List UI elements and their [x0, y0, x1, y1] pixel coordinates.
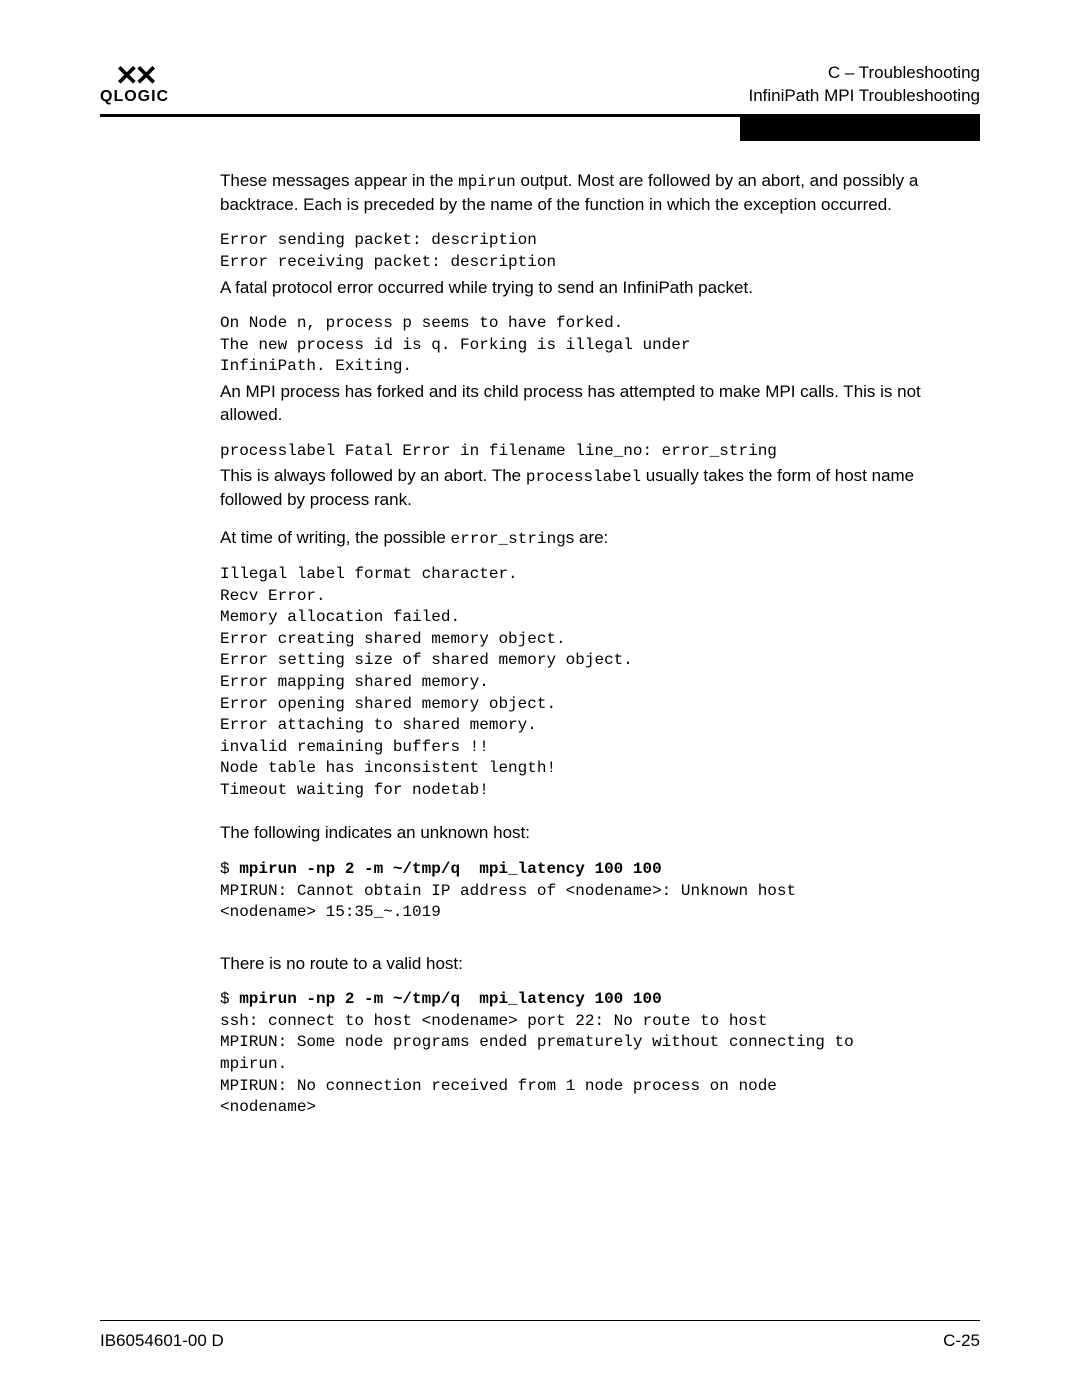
footer-left: IB6054601-00 D [100, 1331, 224, 1351]
header-line1: C – Troubleshooting [748, 62, 980, 85]
logo-mark-icon: ✕✕ [115, 62, 154, 90]
unknown-host-prompt: $ [220, 860, 239, 878]
footer-right: C-25 [943, 1331, 980, 1351]
errstrings-intro-a: At time of writing, the possible [220, 528, 451, 547]
unknown-host-output: MPIRUN: Cannot obtain IP address of <nod… [220, 881, 980, 924]
errstrings-list: Illegal label format character. Recv Err… [220, 564, 980, 802]
no-route-prompt: $ [220, 990, 239, 1008]
block3-desc-a: This is always followed by an abort. The [220, 466, 526, 485]
errstrings-intro: At time of writing, the possible error_s… [220, 526, 980, 550]
block2-desc: An MPI process has forked and its child … [220, 380, 980, 427]
intro-a: These messages appear in the [220, 171, 458, 190]
block3-desc: This is always followed by an abort. The… [220, 464, 980, 512]
no-route-cmd-line: $ mpirun -np 2 -m ~/tmp/q mpi_latency 10… [220, 989, 980, 1011]
no-route-intro: There is no route to a valid host: [220, 952, 980, 975]
block1-desc: A fatal protocol error occurred while tr… [220, 276, 980, 299]
header-black-box [740, 117, 980, 141]
header-line2: InfiniPath MPI Troubleshooting [748, 85, 980, 108]
unknown-host-intro: The following indicates an unknown host: [220, 821, 980, 844]
block1-code: Error sending packet: description Error … [220, 230, 980, 273]
block3-desc-code: processlabel [526, 468, 641, 486]
logo: ✕✕ QLOGIC [100, 62, 169, 106]
footer-rule [100, 1320, 980, 1321]
intro-paragraph: These messages appear in the mpirun outp… [220, 169, 980, 217]
logo-text: QLOGIC [100, 88, 169, 106]
no-route-output: ssh: connect to host <nodename> port 22:… [220, 1011, 980, 1119]
no-route-cmd: mpirun -np 2 -m ~/tmp/q mpi_latency 100 … [239, 990, 661, 1008]
unknown-host-cmd: mpirun -np 2 -m ~/tmp/q mpi_latency 100 … [239, 860, 661, 878]
block3-code: processlabel Fatal Error in filename lin… [220, 441, 980, 463]
page-header: ✕✕ QLOGIC C – Troubleshooting InfiniPath… [100, 58, 980, 108]
errstrings-intro-b: s are: [566, 528, 609, 547]
footer: IB6054601-00 D C-25 [100, 1320, 980, 1351]
header-right: C – Troubleshooting InfiniPath MPI Troub… [748, 62, 980, 108]
block2-code: On Node n, process p seems to have forke… [220, 313, 980, 378]
intro-code: mpirun [458, 173, 516, 191]
unknown-host-cmd-line: $ mpirun -np 2 -m ~/tmp/q mpi_latency 10… [220, 859, 980, 881]
errstrings-intro-code: error_string [451, 530, 566, 548]
content: These messages appear in the mpirun outp… [220, 169, 980, 1119]
